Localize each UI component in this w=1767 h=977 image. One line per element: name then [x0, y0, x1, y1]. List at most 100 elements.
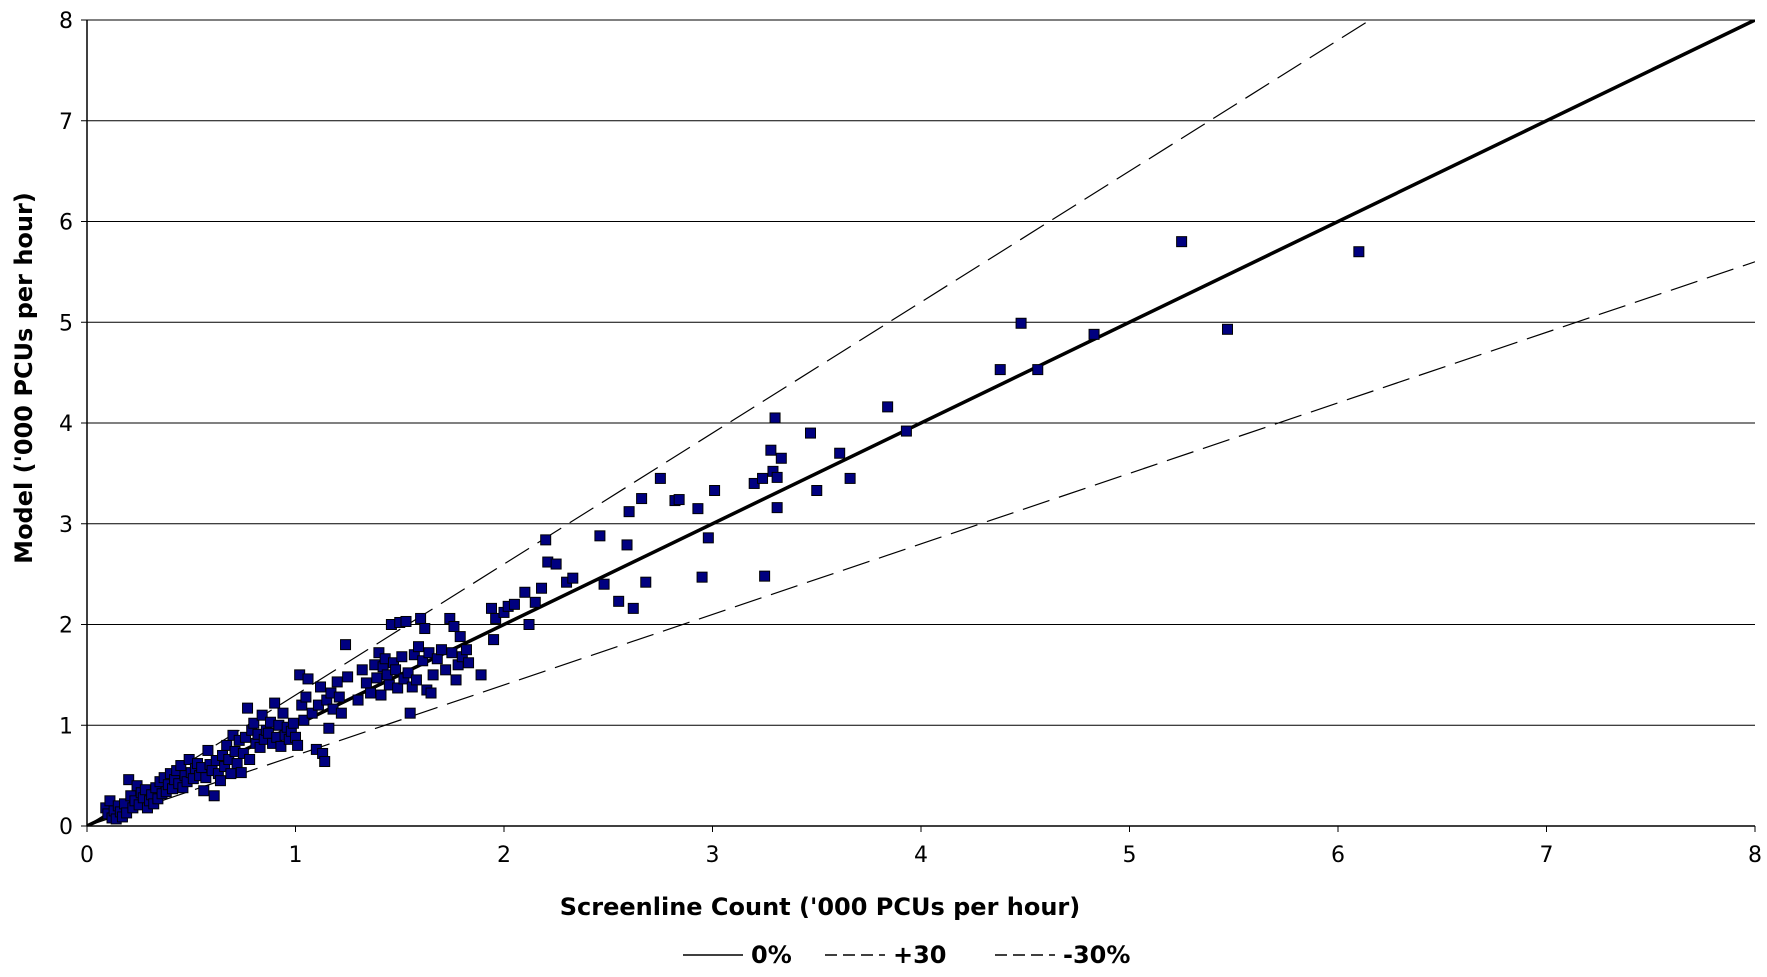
data-point — [757, 472, 769, 484]
data-point — [1353, 246, 1365, 258]
data-point — [463, 657, 475, 669]
data-point — [485, 602, 497, 614]
data-point — [360, 677, 372, 689]
y-tick-label: 7 — [59, 110, 73, 135]
data-point — [300, 691, 312, 703]
y-tick-label: 2 — [59, 614, 73, 639]
data-point — [446, 647, 458, 659]
data-point — [529, 596, 541, 608]
data-point — [508, 598, 520, 610]
data-point — [1221, 323, 1233, 335]
data-point — [844, 472, 856, 484]
x-tick-label: 2 — [497, 843, 511, 868]
data-point — [225, 768, 237, 780]
data-point — [413, 641, 425, 653]
data-point — [331, 676, 343, 688]
data-point — [198, 785, 210, 797]
data-point — [415, 612, 427, 624]
data-point — [396, 651, 408, 663]
data-point — [419, 623, 431, 635]
data-point — [202, 744, 214, 756]
data-point — [834, 447, 846, 459]
data-point — [435, 644, 447, 656]
y-tick-label: 6 — [59, 211, 73, 236]
data-point — [244, 754, 256, 766]
data-point — [490, 612, 502, 624]
data-point — [759, 570, 771, 582]
data-point — [425, 687, 437, 699]
gridlines — [87, 19, 1755, 726]
data-point — [323, 722, 335, 734]
data-point — [900, 425, 912, 437]
data-point — [640, 576, 652, 588]
y-tick-label: 5 — [59, 311, 73, 336]
x-axis-title: Screenline Count ('000 PCUs per hour) — [560, 893, 1080, 921]
data-point — [1088, 328, 1100, 340]
y-tick-label: 1 — [59, 714, 73, 739]
data-point — [994, 364, 1006, 376]
data-point — [454, 631, 466, 643]
data-point — [319, 756, 331, 768]
data-point — [536, 582, 548, 594]
data-point — [275, 740, 287, 752]
data-point — [621, 539, 633, 551]
data-point — [636, 493, 648, 505]
data-point — [440, 664, 452, 676]
data-point — [404, 707, 416, 719]
data-point — [523, 619, 535, 630]
data-point — [214, 775, 226, 787]
data-point — [450, 674, 462, 686]
data-point — [340, 639, 352, 651]
data-point — [287, 717, 299, 729]
data-point — [123, 774, 135, 786]
data-point — [771, 502, 783, 514]
data-point — [702, 532, 714, 544]
x-tick-label: 3 — [706, 843, 720, 868]
x-tick-label: 1 — [289, 843, 303, 868]
reference-line-30 — [87, 20, 1372, 826]
legend: 0% +30 -30% — [683, 941, 1130, 969]
data-point — [804, 427, 816, 439]
y-tick-label: 0 — [59, 815, 73, 840]
y-axis-title: Model ('000 PCUs per hour) — [10, 192, 38, 564]
data-point — [256, 709, 268, 721]
data-point — [315, 681, 327, 693]
data-point — [365, 687, 377, 699]
data-point — [811, 485, 823, 497]
data-point — [613, 595, 625, 607]
data-point — [427, 669, 439, 681]
data-point — [335, 707, 347, 719]
data-point — [623, 506, 635, 518]
data-point — [410, 674, 422, 686]
data-point — [390, 664, 402, 676]
data-point — [248, 717, 260, 729]
legend-label: -30% — [1063, 941, 1130, 969]
data-point — [775, 452, 787, 464]
legend-label: +30 — [893, 941, 947, 969]
data-point — [221, 739, 233, 751]
data-point — [594, 530, 606, 542]
data-point — [519, 586, 531, 598]
data-point — [342, 671, 354, 683]
data-point — [333, 691, 345, 703]
data-point — [208, 790, 220, 802]
data-point — [402, 667, 414, 679]
data-point — [373, 647, 385, 659]
data-point — [237, 747, 249, 759]
x-tick-label: 7 — [1540, 843, 1554, 868]
data-point — [488, 634, 500, 646]
x-tick-label: 8 — [1748, 843, 1762, 868]
data-point — [242, 702, 254, 714]
reference-line-0 — [87, 20, 1755, 826]
data-point — [769, 412, 781, 424]
legend-label: 0% — [751, 941, 792, 969]
reference-line-30 — [87, 261, 1755, 826]
data-point — [392, 682, 404, 694]
data-point — [231, 758, 243, 770]
y-tick-label: 3 — [59, 513, 73, 538]
data-point — [302, 673, 314, 685]
y-tick-label: 4 — [59, 412, 73, 437]
data-point — [696, 571, 708, 583]
y-tick-label: 8 — [59, 9, 73, 34]
reference-lines — [87, 20, 1755, 826]
